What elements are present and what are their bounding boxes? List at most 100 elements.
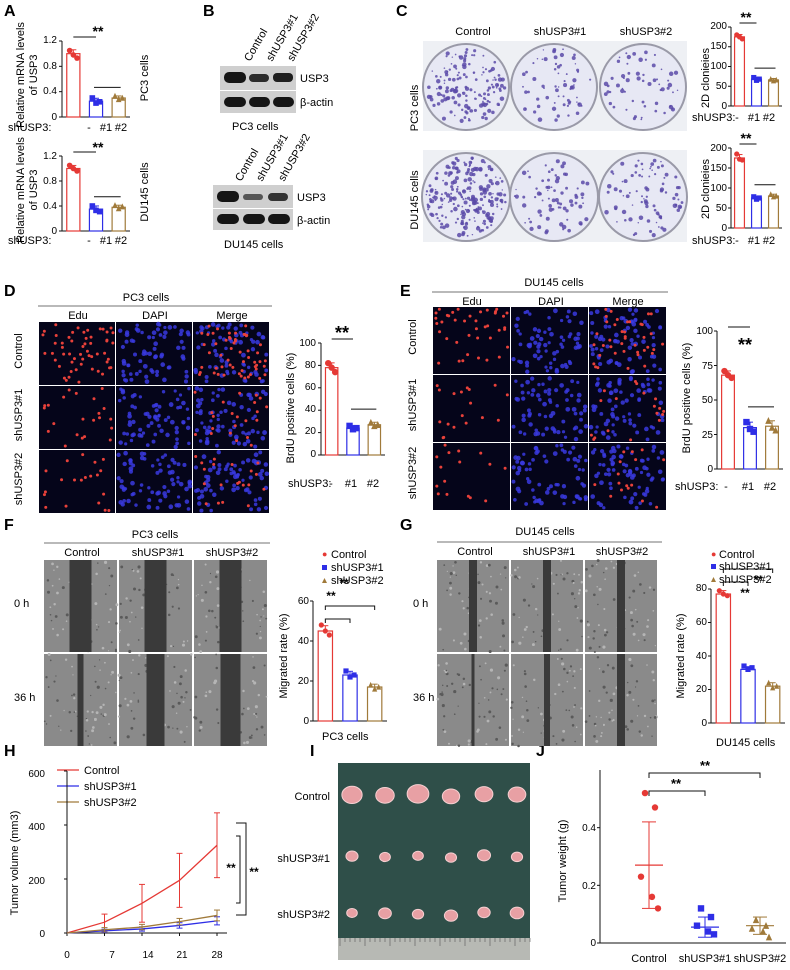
c-plate-sh1-pc3-colony — [576, 101, 578, 103]
c-ytick-0-top: 0 — [721, 101, 727, 112]
e-nucleus — [594, 347, 599, 351]
g-texture — [501, 619, 505, 622]
d-nucleus — [215, 324, 219, 329]
d-edu-cell — [246, 375, 250, 379]
c-plate-control-pc3-colony — [493, 76, 496, 79]
g-texture — [452, 571, 456, 575]
e-nucleus — [628, 421, 633, 426]
E-point-1 — [743, 418, 750, 426]
e-nucleus — [614, 332, 619, 338]
i-ruler — [338, 938, 530, 960]
g-legend-control: Control — [719, 549, 754, 561]
f-texture — [43, 720, 46, 723]
f-texture — [213, 681, 217, 685]
e-edu-cell — [622, 349, 626, 353]
c-plate-control-du145-colony — [436, 217, 439, 220]
g-texture — [612, 718, 615, 722]
d-nucleus — [199, 508, 204, 513]
f-texture — [56, 591, 59, 595]
g-legend-square-sh1 — [711, 564, 716, 569]
f-texture — [73, 711, 76, 713]
c-plate-sh1-pc3-colony — [553, 55, 558, 60]
d-edu-cell — [226, 358, 230, 362]
d-edu-cell — [67, 375, 71, 379]
c-plate-control-du145-colony — [486, 184, 491, 189]
d-nucleus — [245, 438, 251, 444]
c-plate-control-du145-colony — [444, 223, 450, 228]
d-edu-cell — [50, 351, 54, 355]
e-row-sh1: shUSP3#1 — [407, 379, 419, 432]
d-edu-cell — [101, 457, 105, 461]
d-edu-cell — [238, 391, 242, 395]
d-edu-cell — [235, 415, 239, 419]
e-nucleus — [527, 411, 532, 416]
c-plate-control-du145-colony — [466, 196, 471, 200]
e-nucleus — [515, 459, 520, 464]
d-nucleus — [238, 339, 244, 345]
j-xlabel-control: Control — [631, 953, 666, 965]
e-nucleus — [567, 359, 572, 364]
C-DU145-point-2 — [773, 192, 779, 199]
F-point-0 — [318, 622, 324, 628]
c-plate-sh2-pc3-colony — [625, 78, 630, 83]
d-nucleus — [251, 416, 255, 421]
c-plate-sh2-du145-colony — [634, 171, 638, 174]
g-texture — [504, 663, 508, 667]
c-plate-control-du145-colony — [484, 173, 488, 177]
f-texture — [145, 657, 147, 659]
F-point-1 — [343, 668, 349, 674]
e-edu-cell — [445, 492, 449, 496]
g-texture — [597, 603, 599, 606]
e-nucleus — [531, 457, 535, 462]
e-nucleus — [525, 363, 530, 368]
c-plate-control-du145-colony — [456, 158, 460, 163]
f-texture — [182, 700, 185, 703]
g-texture — [580, 733, 582, 736]
g-texture — [536, 577, 539, 580]
e-nucleus — [588, 424, 594, 430]
c-plate-control-pc3-colony — [467, 106, 471, 110]
e-edu-cell — [593, 436, 597, 440]
e-nucleus — [603, 421, 609, 427]
e-edu-cell — [642, 348, 646, 352]
d-nucleus — [224, 346, 228, 351]
e-edu-cell — [494, 310, 498, 314]
j-sig-2: ** — [700, 758, 711, 773]
f-texture — [125, 597, 128, 600]
d-nucleus — [249, 337, 254, 342]
g-texture — [612, 692, 616, 696]
c-plate-control-pc3-colony — [497, 74, 501, 77]
g-texture — [488, 650, 492, 654]
c-plate-control-du145-colony — [439, 205, 443, 209]
G-point-0 — [720, 591, 726, 597]
d-edu-cell — [105, 360, 109, 364]
f-texture — [119, 615, 123, 619]
c-plate-sh2-du145-colony — [657, 226, 660, 228]
c-plate-sh2-du145-colony — [620, 161, 625, 166]
g-texture — [572, 581, 575, 584]
A-PC3-point-0 — [66, 47, 73, 54]
e-nucleus — [658, 380, 663, 385]
i-tumor — [474, 786, 494, 803]
d-edu-cell — [229, 346, 233, 350]
d-edu-cell — [65, 459, 69, 463]
f-texture — [114, 650, 118, 653]
G-point-2 — [774, 683, 780, 689]
d-nucleus — [263, 462, 269, 467]
g-col-control: Control — [457, 546, 492, 558]
c-plate-control-pc3-colony — [464, 85, 468, 89]
c-plate-sh1-du145-colony — [582, 202, 585, 205]
c-plate-control-du145-colony — [461, 215, 466, 220]
c-plate-sh1-pc3-colony — [567, 114, 570, 117]
d-nucleus — [155, 373, 159, 378]
c-side-du145: DU145 cells — [409, 170, 421, 230]
e-nucleus — [594, 473, 599, 479]
e-edu-cell — [505, 393, 509, 397]
e-nucleus — [577, 496, 582, 501]
c-plate-control-du145-colony — [489, 167, 494, 172]
c-plate-sh1-pc3-colony — [575, 111, 580, 116]
c-plate-sh1-du145-colony — [581, 196, 584, 200]
c-plate-sh1-pc3-colony — [562, 48, 564, 51]
d-nucleus — [120, 344, 125, 350]
c-plate-sh2-du145-colony — [628, 191, 631, 194]
